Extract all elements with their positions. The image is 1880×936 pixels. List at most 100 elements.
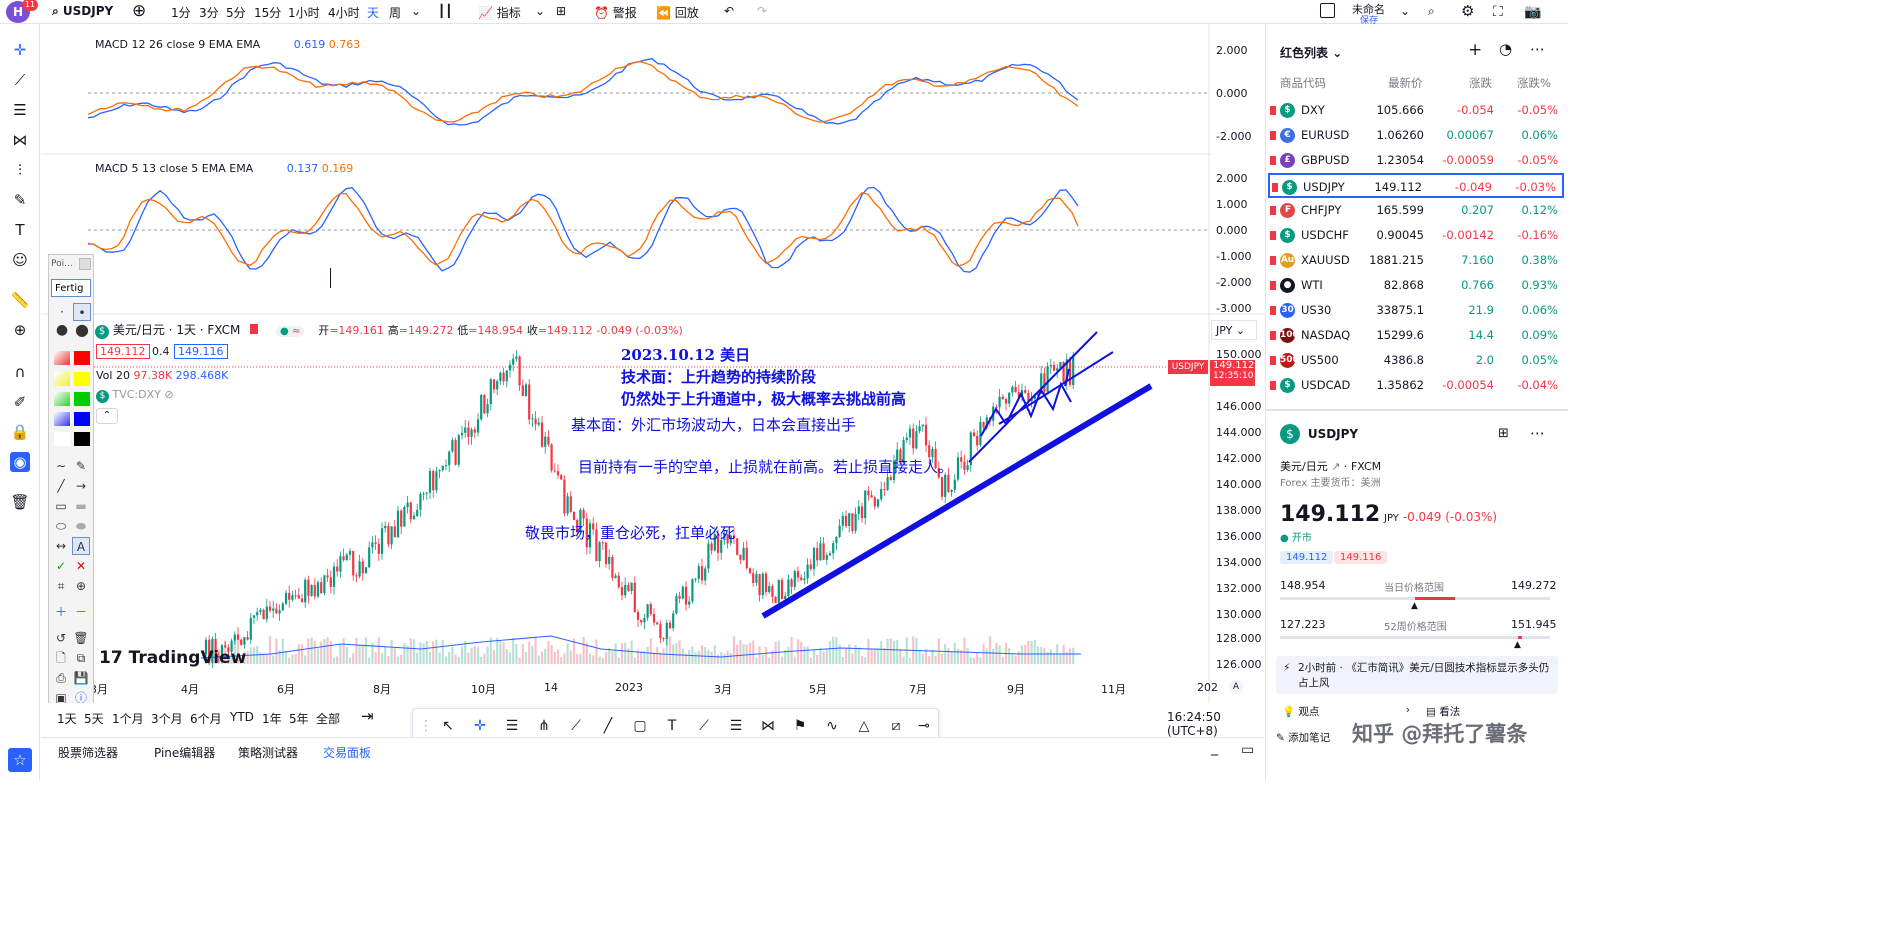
close-icon[interactable] bbox=[79, 258, 91, 270]
drag-handle-icon[interactable]: ⋮ bbox=[419, 718, 433, 734]
watchlist-row[interactable]: $ USDJPY 149.112 -0.049 -0.03% bbox=[1268, 173, 1564, 198]
cancel-icon[interactable]: ✕ bbox=[75, 559, 87, 573]
dot-large-icon[interactable]: ● bbox=[55, 322, 69, 338]
crosshair-icon[interactable]: ✛ bbox=[13, 41, 27, 59]
flag-icon[interactable] bbox=[1270, 156, 1276, 165]
date-range-icon[interactable]: ⇥ bbox=[361, 707, 374, 725]
minus-icon[interactable]: － bbox=[74, 605, 87, 619]
rectangle-icon[interactable]: ▭ bbox=[55, 499, 67, 513]
currency-select[interactable]: JPY ⌄ bbox=[1211, 320, 1257, 340]
filled-ellipse-icon[interactable]: ⬬ bbox=[75, 519, 87, 533]
header-change-pct[interactable]: 涨跌% bbox=[1517, 76, 1551, 90]
detail-symbol[interactable]: USDJPY bbox=[1307, 427, 1359, 441]
image-icon[interactable]: ▣ bbox=[55, 691, 67, 705]
annotation-technical[interactable]: 技术面：上升趋势的持续阶段 bbox=[621, 368, 817, 386]
hide-drawings-icon[interactable]: ◉ bbox=[10, 452, 30, 472]
detail-bid[interactable]: 149.112 bbox=[1280, 551, 1334, 564]
text-input[interactable] bbox=[51, 279, 91, 297]
triangle-icon[interactable]: △ bbox=[858, 718, 870, 734]
watchlist-row[interactable]: 500 US500 4386.8 2.0 0.05% bbox=[1268, 348, 1564, 373]
annotation-channel[interactable]: 仍然处于上升通道中，极大概率去挑战前高 bbox=[621, 390, 907, 408]
crop-icon[interactable]: ⌗ bbox=[57, 579, 65, 593]
interval-1m[interactable]: 1分 bbox=[171, 6, 191, 20]
flag-icon[interactable] bbox=[1270, 106, 1276, 115]
color-swatch-white[interactable] bbox=[54, 432, 70, 446]
print-icon[interactable]: ⎙ bbox=[56, 671, 66, 685]
market-status-badge[interactable]: ● ≈ bbox=[276, 326, 305, 337]
lock-drawing-icon[interactable]: ✐ bbox=[13, 393, 27, 411]
text-tool-icon[interactable]: A bbox=[72, 537, 90, 555]
range-5y[interactable]: 5年 bbox=[289, 712, 309, 726]
watchlist-row[interactable]: € EURUSD 1.06260 0.00067 0.06% bbox=[1268, 123, 1564, 148]
gear-icon[interactable]: ⚙ bbox=[1461, 2, 1475, 20]
flag-icon[interactable] bbox=[1270, 331, 1276, 340]
interval-5m[interactable]: 5分 bbox=[226, 6, 246, 20]
chart-canvas[interactable] bbox=[41, 24, 1264, 724]
add-symbol-icon[interactable]: ⊕ bbox=[132, 1, 147, 21]
watchlist-row[interactable]: 100 NASDAQ 15299.6 14.4 0.09% bbox=[1268, 323, 1564, 348]
emoji-icon[interactable]: ☺ bbox=[12, 251, 28, 269]
range-1d[interactable]: 1天 bbox=[57, 712, 77, 726]
ruler-icon[interactable]: 📏 bbox=[10, 291, 30, 309]
add-note-button[interactable]: ✎ 添加笔记 bbox=[1276, 732, 1331, 744]
opinion-button[interactable]: ▤ 看法 bbox=[1426, 706, 1461, 718]
color-swatch-yellow[interactable] bbox=[74, 372, 90, 386]
pattern-icon[interactable]: ⋈ bbox=[761, 718, 775, 734]
new-file-icon[interactable]: 🗋 bbox=[56, 651, 66, 665]
wave-icon[interactable]: ∿ bbox=[826, 718, 838, 734]
range-1y[interactable]: 1年 bbox=[262, 712, 282, 726]
detail-ask[interactable]: 149.116 bbox=[1334, 551, 1388, 564]
flag-icon[interactable] bbox=[1270, 306, 1276, 315]
ray-icon[interactable]: ⟋ bbox=[699, 718, 709, 734]
filled-rectangle-icon[interactable]: ▬ bbox=[75, 499, 87, 513]
more-icon[interactable]: ⋯ bbox=[1530, 40, 1545, 58]
zoom-in-icon[interactable]: ⊕ bbox=[13, 321, 27, 339]
brush-icon[interactable]: ✎ bbox=[13, 191, 27, 209]
chevron-down-icon[interactable]: ⌄ bbox=[535, 4, 546, 18]
chevron-down-icon[interactable]: ⌄ bbox=[1400, 4, 1411, 18]
arrow-right-icon[interactable]: → bbox=[75, 479, 87, 493]
interval-3m[interactable]: 3分 bbox=[199, 6, 219, 20]
news-item[interactable]: ⚡ 2小时前 · 《汇市简讯》美元/日圆技术指标显示多头仍占上风 bbox=[1276, 656, 1558, 694]
undo-icon[interactable]: ↶ bbox=[724, 4, 735, 18]
trend-line-icon[interactable]: ⟋ bbox=[14, 71, 26, 89]
templates-icon[interactable]: ⊞ bbox=[556, 4, 567, 18]
forecast-icon[interactable]: ⫶ bbox=[18, 161, 22, 179]
cursor-icon[interactable]: ↖ bbox=[442, 718, 454, 734]
chevron-down-icon[interactable]: ⌄ bbox=[411, 4, 422, 18]
path-icon[interactable]: ⟋ bbox=[571, 718, 581, 734]
dot-xlarge-icon[interactable]: ● bbox=[75, 320, 89, 339]
ruler-icon[interactable]: ⧄ bbox=[891, 718, 901, 734]
camera-icon[interactable]: 📷 bbox=[1524, 4, 1542, 20]
layout-name[interactable]: 未命名 bbox=[1352, 3, 1385, 16]
horizontal-lines-icon[interactable]: ☰ bbox=[13, 101, 27, 119]
watchlist-row[interactable]: $ USDCAD 1.35862 -0.00054 -0.04% bbox=[1268, 373, 1564, 398]
bid-button[interactable]: 149.112 bbox=[96, 344, 150, 359]
watchlist-row[interactable]: £ GBPUSD 1.23054 -0.00059 -0.05% bbox=[1268, 148, 1564, 173]
eye-hidden-icon[interactable]: ⊘ bbox=[164, 388, 174, 401]
flag-icon[interactable]: ⚑ bbox=[793, 718, 807, 734]
pattern-icon[interactable]: ⋈ bbox=[12, 131, 28, 149]
candlestick-icon[interactable]: ┃┃ bbox=[438, 4, 453, 18]
lock-icon[interactable]: 🔒 bbox=[10, 423, 30, 441]
interval-4h[interactable]: 4小时 bbox=[328, 6, 360, 20]
horizontal-line-icon[interactable]: ⊸ bbox=[918, 718, 930, 734]
replay-button[interactable]: ⏪ 回放 bbox=[656, 6, 699, 20]
info-icon[interactable]: ⓘ bbox=[74, 691, 87, 705]
collapse-legend-button[interactable]: ⌃ bbox=[96, 408, 118, 424]
watchlist-title[interactable]: 红色列表 ⌄ bbox=[1280, 46, 1343, 60]
flag-icon[interactable] bbox=[1270, 131, 1276, 140]
plus-icon[interactable]: ＋ bbox=[54, 605, 67, 619]
trash-icon[interactable]: 🗑 bbox=[10, 493, 30, 511]
color-swatch-lightyellow[interactable] bbox=[54, 372, 70, 386]
compare-legend[interactable]: $ TVC:DXY ⊘ bbox=[96, 388, 174, 403]
header-change[interactable]: 涨跌 bbox=[1469, 76, 1492, 90]
quick-search-icon[interactable]: ⌕ bbox=[1428, 4, 1435, 18]
pie-chart-icon[interactable]: ◔ bbox=[1499, 40, 1513, 58]
interval-1h[interactable]: 1小时 bbox=[288, 6, 320, 20]
grid-icon[interactable]: ⊞ bbox=[1498, 426, 1509, 441]
crosshair-icon[interactable]: ✛ bbox=[474, 718, 486, 734]
trend-line-icon[interactable]: ╱ bbox=[603, 718, 613, 734]
flag-icon[interactable] bbox=[1270, 231, 1276, 240]
text-icon[interactable]: T bbox=[667, 718, 677, 734]
